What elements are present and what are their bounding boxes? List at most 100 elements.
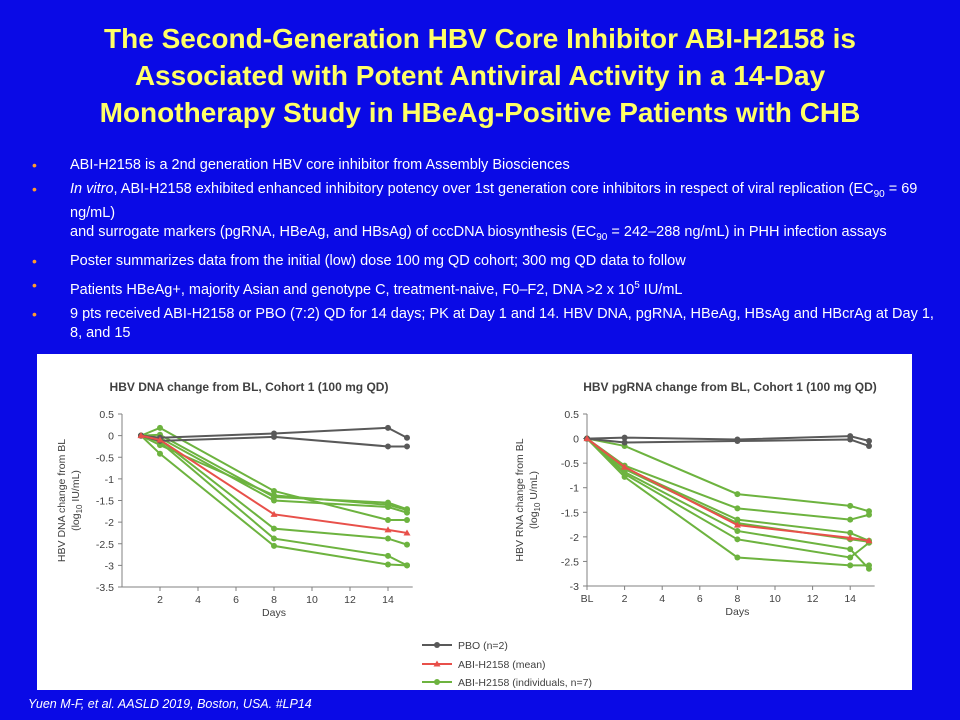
italic-term: In vitro (70, 181, 114, 197)
y-tick-label: -2 (570, 532, 579, 544)
y-tick-label: 0 (573, 434, 579, 446)
x-tick-label: 6 (697, 593, 703, 605)
y-tick-label: -1.5 (561, 507, 579, 519)
subscript: 90 (596, 231, 608, 243)
data-point-mean (403, 529, 411, 536)
data-point-mean (137, 432, 145, 439)
data-point-mean (621, 463, 629, 470)
data-point-mean (846, 534, 854, 541)
x-tick-label: 10 (306, 594, 318, 606)
y-tick-label: -0.5 (96, 452, 114, 464)
data-point-individuals (847, 529, 854, 536)
slide-title: The Second-Generation HBV Core Inhibitor… (20, 20, 940, 131)
bullet-text: Patients HBeAg+, majority Asian and geno… (70, 279, 683, 298)
data-point-individuals (866, 562, 872, 569)
data-point-individuals (734, 491, 741, 498)
data-point-mean (156, 436, 164, 443)
bullet-dot-icon: • (32, 305, 37, 322)
data-point-individuals (385, 516, 391, 523)
chart-title: HBV DNA change from BL, Cohort 1 (100 mg… (110, 380, 389, 394)
data-point-individuals (847, 562, 854, 569)
y-tick-label: -1 (105, 474, 114, 486)
data-point-individuals (734, 505, 741, 512)
data-point-individuals (385, 501, 391, 508)
bullet-dot-icon: • (32, 252, 37, 269)
citation: Yuen M-F, et al. AASLD 2019, Boston, USA… (28, 697, 312, 711)
bullet-dot-icon: • (32, 157, 37, 173)
data-point-mean (733, 521, 741, 528)
x-tick-label: 4 (195, 594, 201, 606)
x-tick-label: 4 (659, 593, 665, 605)
data-point-individuals (271, 525, 277, 532)
x-tick-label: BL (581, 593, 594, 605)
data-point-individuals (621, 473, 628, 480)
data-point-individuals (866, 511, 872, 518)
superscript: 5 (634, 279, 640, 291)
data-point-individuals (847, 502, 854, 509)
x-tick-label: 14 (382, 594, 394, 606)
data-point-individuals (404, 541, 410, 548)
data-point-individuals (734, 527, 741, 534)
data-point-mean (583, 435, 591, 442)
x-tick-label: 10 (769, 593, 781, 605)
bullet-text-part: Patients HBeAg+, majority Asian and geno… (70, 281, 635, 298)
bullet-text-part: and surrogate markers (pgRNA, HBeAg, and… (70, 223, 597, 240)
data-point-individuals (847, 516, 854, 523)
data-point-individuals (271, 487, 277, 494)
x-tick-label: 2 (157, 594, 163, 606)
x-tick-label: 14 (844, 593, 856, 605)
y-tick-label: -3 (105, 560, 114, 572)
y-axis-unit-label: (log10 U/mL) (528, 471, 542, 529)
legend-marker-mean (433, 660, 441, 667)
bullet-text-part: = 242–288 ng/mL) in PHH infection assays (607, 223, 887, 240)
x-tick-label: 12 (807, 593, 819, 605)
y-tick-label: -2 (105, 517, 114, 529)
x-tick-label: 8 (271, 594, 277, 606)
y-tick-label: -3.5 (96, 582, 114, 594)
x-tick-label: 6 (233, 594, 239, 606)
legend-label-individuals: ABI-H2158 (individuals, n=7) (458, 677, 592, 689)
data-point-individuals (404, 507, 410, 514)
data-point-individuals (157, 450, 163, 457)
data-point-individuals (847, 546, 854, 553)
title-line: Monotherapy Study in HBeAg-Positive Pati… (99, 97, 861, 128)
legend-marker-pbo (434, 642, 440, 648)
x-tick-label: 2 (622, 593, 628, 605)
data-point-individuals (157, 442, 163, 449)
bullet-text-part: , ABI-H2158 exhibited enhanced inhibitor… (113, 181, 874, 197)
data-point-individuals (385, 535, 391, 542)
x-tick-label: 12 (344, 594, 356, 606)
data-point-pbo (734, 438, 741, 445)
series-line-individuals (586, 437, 870, 559)
y-tick-label: -2.5 (561, 556, 579, 568)
x-tick-label: 8 (734, 593, 740, 605)
bullet-text-part: IU/mL (639, 281, 683, 298)
bullet-dot-icon: • (32, 181, 37, 197)
x-axis-label: Days (262, 607, 286, 619)
bullet-text-part: = 69 ng/mL) (70, 181, 918, 221)
legend-marker-individuals (434, 679, 440, 685)
data-point-pbo (385, 424, 391, 431)
bullet-item: • ABI-H2158 is a 2nd generation HBV core… (30, 156, 940, 175)
y-tick-label: 0.5 (99, 409, 114, 421)
data-point-pbo (404, 434, 410, 441)
y-tick-label: 0.5 (564, 409, 579, 421)
bullet-text: Poster summarizes data from the initial … (70, 252, 686, 269)
data-point-individuals (385, 552, 391, 559)
y-axis-unit-label: (log10 IU/mL) (70, 470, 84, 531)
chart-figure: HBV DNA change from BL, Cohort 1 (100 mg… (56, 380, 877, 689)
bullet-text: In vitro, ABI-H2158 exhibited enhanced i… (70, 181, 918, 243)
data-point-pbo (271, 433, 277, 440)
data-point-pbo (385, 443, 391, 450)
bullet-item: • Patients HBeAg+, majority Asian and ge… (30, 276, 940, 300)
data-point-individuals (734, 536, 741, 543)
data-point-mean (270, 510, 278, 517)
data-point-individuals (404, 516, 410, 523)
data-point-pbo (621, 439, 628, 446)
y-tick-label: -3 (570, 581, 579, 593)
data-point-individuals (385, 561, 391, 568)
title-line: Associated with Potent Antiviral Activit… (134, 60, 826, 91)
data-point-individuals (404, 562, 410, 569)
data-point-pbo (621, 434, 628, 441)
chart-panel: HBV DNA change from BL, Cohort 1 (100 mg… (37, 354, 912, 690)
